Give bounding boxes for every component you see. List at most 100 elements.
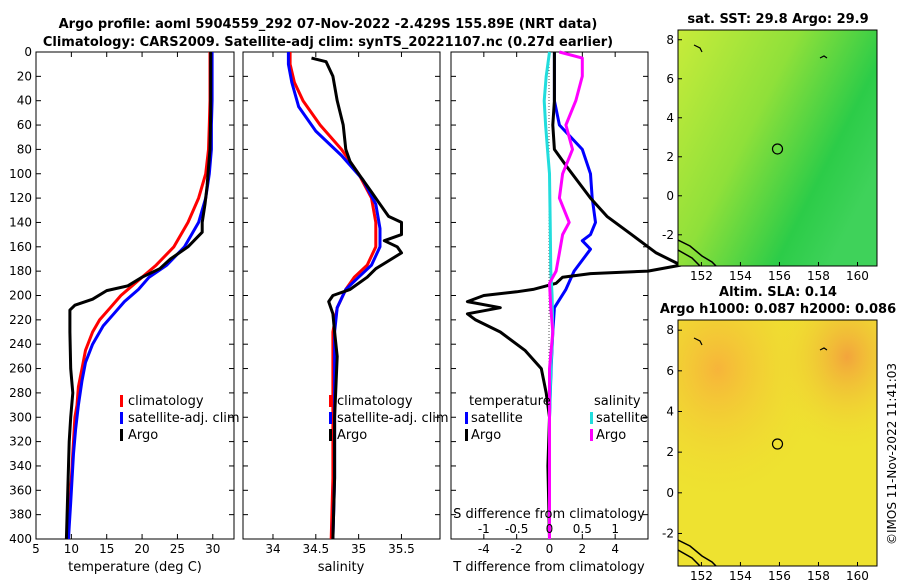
difference-y-ticks [451,51,648,540]
series-line-climatology [288,52,378,540]
sst-map-ticks: 152 154 156 158 160 -2 0 2 4 6 8 [662,33,869,283]
x-tick-label: -2 [511,542,523,556]
temperature-panel: 0 20 40 60 80 100 120 140 160 180 200 220 240 260 280 3… [9,45,240,575]
y-tick-label: 60 [17,118,32,132]
sla-map-ticks: 152 154 156 158 160 -2 0 2 4 6 8 [662,323,869,580]
y-tick-label: 180 [9,264,32,278]
legend-label-s-satellite: satellite [596,411,648,426]
island-ne [819,347,828,351]
map-y-tick-label: 6 [666,72,674,86]
x-tick-label: 35.5 [388,542,415,556]
y-tick-label: 340 [9,459,32,473]
salinity-diff-ticks: -1 -0.5 0 0.5 1 [478,522,619,536]
series-line-s-argo [548,50,584,539]
x-tick-label: 5 [32,542,40,556]
temperature-y-ticks: 0 20 40 60 80 100 120 140 160 180 200 220 240 260 280 3… [9,45,234,546]
x-tick-label: 2 [579,542,587,556]
legend-mark-satellite [329,412,332,424]
y-tick-label: 300 [9,410,32,424]
legend-mark-t-satellite [465,412,468,424]
sla-map-frame [677,319,878,567]
difference-legend: temperature salinity satellite Argo sate… [465,394,648,443]
difference-panel: -4 -2 0 2 4 T difference from climatology S … [450,50,683,575]
map-y-tick-label: -2 [662,526,674,540]
legend-mark-argo [329,429,332,441]
legend-title-salinity: salinity [594,394,641,409]
map-x-tick-label: 158 [807,569,830,580]
series-line-t-argo [465,52,683,540]
legend-mark-t-argo [465,429,468,441]
series-line-argo [311,56,403,540]
salinity-x-ticks: 34 34.5 35 35.5 [265,52,415,556]
legend-mark-climatology [329,395,332,407]
temperature-series [64,52,214,540]
map-y-tick-label: 0 [666,486,674,500]
s-tick-label: 0 [546,522,554,536]
map-y-tick-label: 2 [666,445,674,459]
x-tick-label: 34.5 [302,542,329,556]
sla-map-subtitle: Argo h1000: 0.087 h2000: 0.086 [660,302,896,317]
map-x-tick-label: 160 [846,569,869,580]
legend-mark-argo [120,429,123,441]
legend-label-argo: Argo [337,428,367,443]
island-ne [819,55,828,59]
map-x-tick-label: 156 [768,569,791,580]
island-nw [693,337,703,346]
legend-label-climatology: climatology [128,394,204,409]
map-y-tick-label: 8 [666,323,674,337]
salinity-legend: climatology satellite-adj. clim Argo [329,394,449,443]
s-tick-label: 1 [611,522,619,536]
sst-field [678,30,877,266]
legend-label-t-argo: Argo [471,428,501,443]
map-x-tick-label: 160 [846,269,869,283]
legend-mark-s-satellite [590,412,593,424]
coastline-sw [678,539,717,566]
map-y-tick-label: 6 [666,364,674,378]
temperature-xlabel: temperature (deg C) [68,560,202,575]
s-tick-label: -1 [478,522,490,536]
x-tick-label: 15 [99,542,114,556]
temperature-x-ticks: 5 10 15 20 25 30 [32,52,220,556]
y-tick-label: 160 [9,240,32,254]
y-tick-label: 280 [9,386,32,400]
y-tick-label: 80 [17,142,32,156]
map-y-tick-label: 0 [666,189,674,203]
island-nw [693,44,703,53]
x-tick-label: 10 [64,542,79,556]
map-x-tick-label: 152 [690,569,713,580]
copyright-stamp: ©IMOS 11-Nov-2022 11:41:03 [885,363,899,545]
salinity-panel: 34 34.5 35 35.5 salinity climatology satell… [242,51,449,575]
figure-title-line2: Climatology: CARS2009. Satellite-adj cli… [43,35,613,50]
difference-xlabel: T difference from climatology [452,560,645,575]
y-tick-label: 260 [9,362,32,376]
x-tick-label: 34 [265,542,280,556]
sla-high-east [678,320,877,566]
argo-position-marker [771,143,784,155]
y-tick-label: 320 [9,435,32,449]
y-tick-label: 20 [17,69,32,83]
map-y-tick-label: 4 [666,111,674,125]
map-x-tick-label: 158 [807,269,830,283]
temperature-axes-box [35,51,235,540]
y-tick-label: 140 [9,215,32,229]
y-tick-label: 100 [9,167,32,181]
salinity-xlabel: salinity [318,560,365,575]
legend-mark-climatology [120,395,123,407]
sst-map-panel: sat. SST: 29.8 Argo: 29.9 152 154 156 158 16… [662,12,878,283]
argo-position-marker [771,438,784,450]
series-line-argo [64,52,213,540]
legend-label-s-argo: Argo [596,428,626,443]
x-tick-label: 4 [611,542,619,556]
difference-xlabel2: S difference from climatology [453,507,645,522]
legend-mark-s-argo [590,429,593,441]
y-tick-label: 360 [9,483,32,497]
series-line-satellite-adj-clim [286,52,382,540]
legend-label-t-satellite: satellite [471,411,523,426]
x-tick-label: 25 [170,542,185,556]
legend-title-temperature: temperature [469,394,551,409]
y-tick-label: 120 [9,191,32,205]
x-tick-label: 30 [205,542,220,556]
map-y-tick-label: 8 [666,33,674,47]
y-tick-label: 200 [9,289,32,303]
sla-map-title: Altim. SLA: 0.14 [719,285,837,300]
